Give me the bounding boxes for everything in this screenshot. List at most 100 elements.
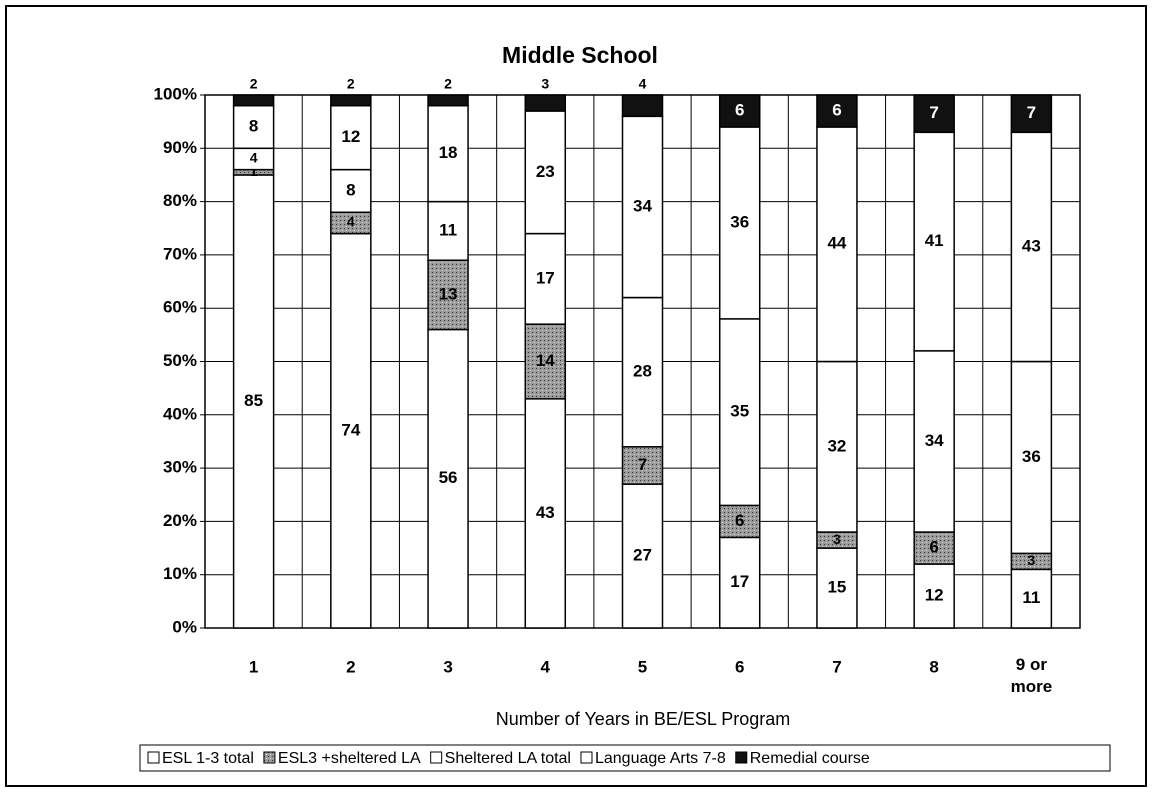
bar-segment	[816, 94, 858, 128]
y-tick-label: 0%	[172, 617, 197, 636]
bar-segment	[1010, 94, 1053, 134]
data-label: 4	[639, 76, 647, 92]
data-label: 6	[832, 100, 841, 119]
x-tick-label: 4	[541, 657, 551, 676]
data-label: 44	[827, 234, 846, 253]
data-label: 6	[735, 511, 744, 530]
data-label: 17	[730, 572, 749, 591]
bar-segment	[621, 94, 664, 118]
legend-label: ESL3 +sheltered LA	[278, 750, 421, 767]
bar-segment	[330, 104, 372, 171]
data-label: 43	[1022, 236, 1041, 255]
bar-segment	[816, 126, 858, 363]
data-label: 35	[730, 402, 749, 421]
data-label: 36	[730, 212, 749, 231]
y-tick-label: 100%	[154, 84, 197, 103]
data-label: 17	[536, 268, 555, 287]
bar-segment	[718, 126, 761, 320]
bar-segment	[621, 483, 664, 629]
bar-segment	[718, 318, 761, 507]
bar-segment	[718, 536, 761, 629]
data-label: 1	[250, 163, 258, 179]
data-label: 13	[439, 284, 458, 303]
x-tick-label: 1	[249, 657, 258, 676]
bar-segment	[913, 131, 955, 352]
data-label: 15	[827, 578, 846, 597]
x-tick-label: 9 or more	[1011, 655, 1053, 696]
legend-swatch	[735, 751, 748, 764]
data-label: 74	[341, 420, 360, 439]
bar-segment	[330, 94, 372, 107]
bar-segment	[621, 446, 664, 485]
data-label: 3	[1027, 552, 1035, 568]
y-tick-label: 80%	[163, 191, 197, 210]
legend-label: Sheltered LA total	[445, 750, 571, 767]
legend-swatch	[580, 751, 593, 764]
x-axis-title: Number of Years in BE/ESL Program	[496, 709, 790, 729]
y-tick-label: 60%	[163, 298, 197, 317]
data-label: 8	[346, 180, 355, 199]
data-label: 6	[735, 100, 744, 119]
y-tick-label: 30%	[163, 458, 197, 477]
bar-segment	[1010, 131, 1053, 363]
data-label: 4	[347, 214, 355, 230]
x-tick-label: 6	[735, 657, 744, 676]
legend-box	[139, 744, 1111, 772]
data-label: 2	[347, 76, 355, 92]
data-label: 6	[929, 538, 938, 557]
data-label: 12	[925, 586, 944, 605]
bar-segment	[427, 259, 469, 331]
data-label: 34	[925, 431, 944, 450]
bar-segment	[524, 94, 567, 112]
bar-segment	[524, 110, 567, 235]
data-label: 11	[439, 220, 457, 239]
data-label: 2	[250, 76, 258, 92]
x-tick-label: 5	[638, 657, 647, 676]
y-tick-label: 40%	[163, 404, 197, 423]
bar-segment	[1010, 568, 1053, 629]
legend-swatch	[263, 751, 276, 764]
data-label: 32	[827, 436, 846, 455]
y-tick-label: 10%	[163, 564, 197, 583]
bar-segment	[330, 232, 372, 629]
data-label: 36	[1022, 447, 1041, 466]
bar-segment	[524, 323, 567, 400]
x-tick-label: 7	[832, 657, 841, 676]
chart-title: Middle School	[502, 42, 658, 68]
bar-segment	[718, 94, 761, 128]
data-label: 2	[444, 76, 452, 92]
data-label: 4	[250, 150, 258, 166]
data-label: 7	[638, 455, 647, 474]
data-label: 34	[633, 196, 652, 215]
y-tick-label: 20%	[163, 511, 197, 530]
bar-segment	[621, 115, 664, 299]
legend-swatch	[430, 751, 443, 764]
legend-label: ESL 1-3 total	[162, 750, 254, 767]
bar-segment	[232, 94, 275, 107]
data-label: 23	[536, 162, 555, 181]
data-label: 8	[249, 116, 258, 135]
data-label: 56	[439, 468, 458, 487]
legend-swatch	[147, 751, 160, 764]
y-tick-label: 70%	[163, 244, 197, 263]
legend-label: Remedial course	[750, 750, 870, 767]
data-label: 3	[541, 76, 549, 92]
bar-segment	[816, 547, 858, 629]
bar-segment	[427, 200, 469, 261]
bar-segment	[913, 350, 955, 533]
y-tick-label: 50%	[163, 351, 197, 370]
frame	[5, 5, 1147, 787]
data-label: 41	[925, 231, 944, 250]
bar-segment	[913, 563, 955, 629]
bar-segment	[427, 328, 469, 629]
data-label: 7	[1027, 103, 1036, 122]
data-label: 14	[536, 351, 555, 370]
x-tick-label: 8	[929, 657, 938, 676]
bar-segment	[913, 94, 955, 134]
data-label: 11	[1022, 588, 1040, 607]
data-label: 12	[341, 127, 360, 146]
y-tick-label: 90%	[163, 138, 197, 157]
bar-segment	[427, 94, 469, 107]
x-tick-label: 2	[346, 657, 355, 676]
